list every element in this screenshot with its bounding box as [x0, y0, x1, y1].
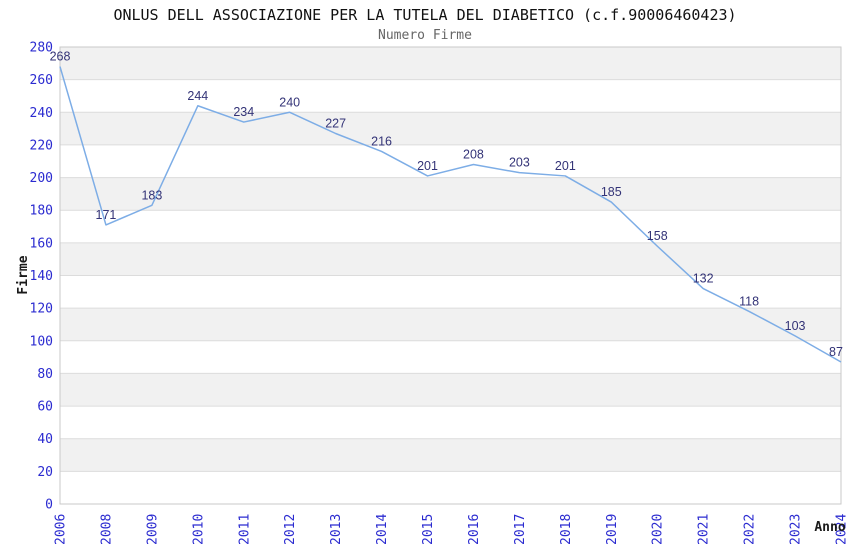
- grid-band: [60, 242, 841, 276]
- data-label: 244: [187, 89, 208, 103]
- x-tick-label: 2012: [283, 514, 298, 545]
- y-tick-label: 260: [30, 73, 53, 88]
- data-label: 183: [141, 188, 162, 202]
- y-tick-label: 140: [30, 269, 53, 284]
- data-label: 203: [509, 156, 530, 170]
- chart-subtitle: Numero Firme: [378, 28, 472, 43]
- x-tick-label: 2015: [421, 514, 436, 545]
- y-tick-label: 200: [30, 171, 53, 186]
- x-tick-label: 2022: [743, 514, 758, 545]
- data-label: 185: [601, 185, 622, 199]
- x-tick-label: 2016: [467, 514, 482, 545]
- x-tick-label: 2009: [145, 514, 160, 545]
- data-label: 227: [325, 117, 346, 131]
- x-tick-label: 2018: [559, 514, 574, 545]
- y-tick-label: 0: [45, 498, 53, 513]
- data-label: 234: [233, 105, 254, 119]
- data-label: 132: [693, 272, 714, 286]
- data-label: 103: [785, 319, 806, 333]
- x-tick-label: 2023: [789, 514, 804, 545]
- grid-band: [60, 438, 841, 472]
- x-tick-label: 2010: [191, 514, 206, 545]
- y-tick-label: 20: [37, 465, 53, 480]
- y-tick-label: 220: [30, 138, 53, 153]
- y-tick-label: 100: [30, 334, 53, 349]
- data-label: 240: [279, 95, 300, 109]
- x-tick-label: 2014: [375, 514, 390, 545]
- series-line: [59, 66, 842, 363]
- y-tick-label: 180: [30, 204, 53, 219]
- x-tick-label: 2019: [605, 514, 620, 545]
- data-label: 201: [555, 159, 576, 173]
- y-tick-label: 80: [37, 367, 53, 382]
- data-label: 216: [371, 134, 392, 148]
- grid-band: [60, 47, 841, 80]
- data-label: 268: [50, 50, 71, 64]
- x-tick-label: 2021: [697, 514, 712, 545]
- grid-band: [60, 112, 841, 145]
- data-label: 208: [463, 148, 484, 162]
- y-tick-label: 40: [37, 432, 53, 447]
- chart-title: ONLUS DELL ASSOCIAZIONE PER LA TUTELA DE…: [113, 6, 737, 24]
- grid-band: [60, 373, 841, 407]
- grid-band: [60, 177, 841, 211]
- data-label: 87: [829, 345, 843, 359]
- y-tick-label: 60: [37, 400, 53, 415]
- x-tick-label: 2024: [835, 514, 850, 545]
- data-label: 158: [647, 229, 668, 243]
- y-axis-title: Firme: [16, 255, 31, 294]
- x-axis-title: Anno: [814, 520, 845, 535]
- data-label: 171: [96, 208, 117, 222]
- x-tick-label: 2011: [237, 514, 252, 545]
- data-label: 118: [739, 294, 759, 308]
- x-tick-label: 2006: [54, 514, 69, 545]
- y-tick-label: 160: [30, 236, 53, 251]
- plot-border: [59, 46, 842, 505]
- x-tick-label: 2017: [513, 514, 528, 545]
- grid-band: [60, 308, 841, 341]
- x-tick-label: 2020: [651, 514, 666, 545]
- x-tick-label: 2008: [99, 514, 114, 545]
- data-label: 201: [417, 159, 438, 173]
- y-tick-label: 280: [30, 41, 53, 56]
- y-tick-label: 120: [30, 302, 53, 317]
- x-tick-label: 2013: [329, 514, 344, 545]
- y-tick-label: 240: [30, 106, 53, 121]
